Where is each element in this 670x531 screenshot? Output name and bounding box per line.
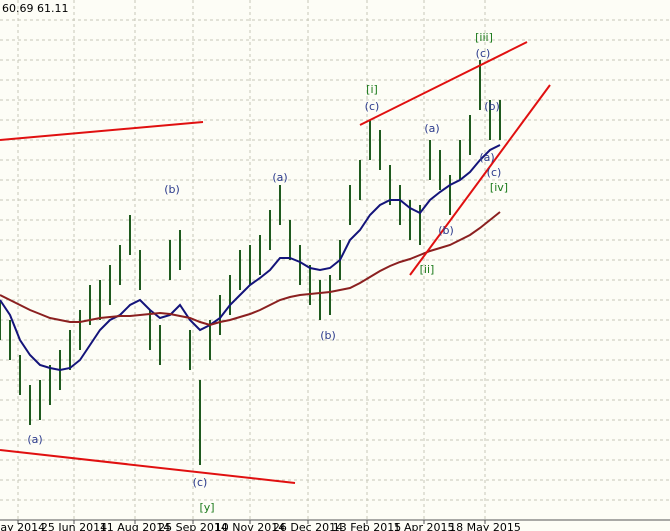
wave-label: (b) [320,329,336,342]
moving-average [0,211,501,327]
wave-label: (c) [476,47,491,60]
wave-label: (b) [164,183,180,196]
wave-label: (b) [438,224,454,237]
wave-label: [iii] [475,31,493,44]
trend-line [0,449,296,484]
wave-label: (a) [479,151,494,164]
x-tick-label: 18 May 2015 [449,521,521,531]
trend-line [0,121,204,141]
wave-label: (c) [487,166,502,179]
wave-label: (c) [193,476,208,489]
moving-average [0,144,501,372]
wave-label: (b) [484,100,500,113]
x-tick-label: May 2014 [0,521,45,531]
wave-label: (a) [27,433,42,446]
wave-label: [ii] [420,263,435,276]
x-tick-label: 1 Apr 2015 [393,521,454,531]
x-tick-label: 11 Aug 2014 [100,521,170,531]
wave-label: [y] [199,501,214,514]
trend-line [409,84,551,276]
x-tick-label: 25 Sep 2014 [158,521,228,531]
trend-line [359,41,528,126]
x-tick-label: 25 Jun 2014 [41,521,107,531]
price-header: 60.69 61.11 [2,2,68,15]
wave-label: [iv] [490,181,508,194]
wave-label: [i] [366,83,378,96]
wave-label: (a) [272,171,287,184]
x-tick-label: 10 Nov 2014 [215,521,285,531]
wave-label: (c) [365,100,380,113]
x-tick-label: 13 Feb 2015 [333,521,401,531]
x-tick-label: 26 Dec 2014 [273,521,343,531]
wave-label: (a) [424,122,439,135]
